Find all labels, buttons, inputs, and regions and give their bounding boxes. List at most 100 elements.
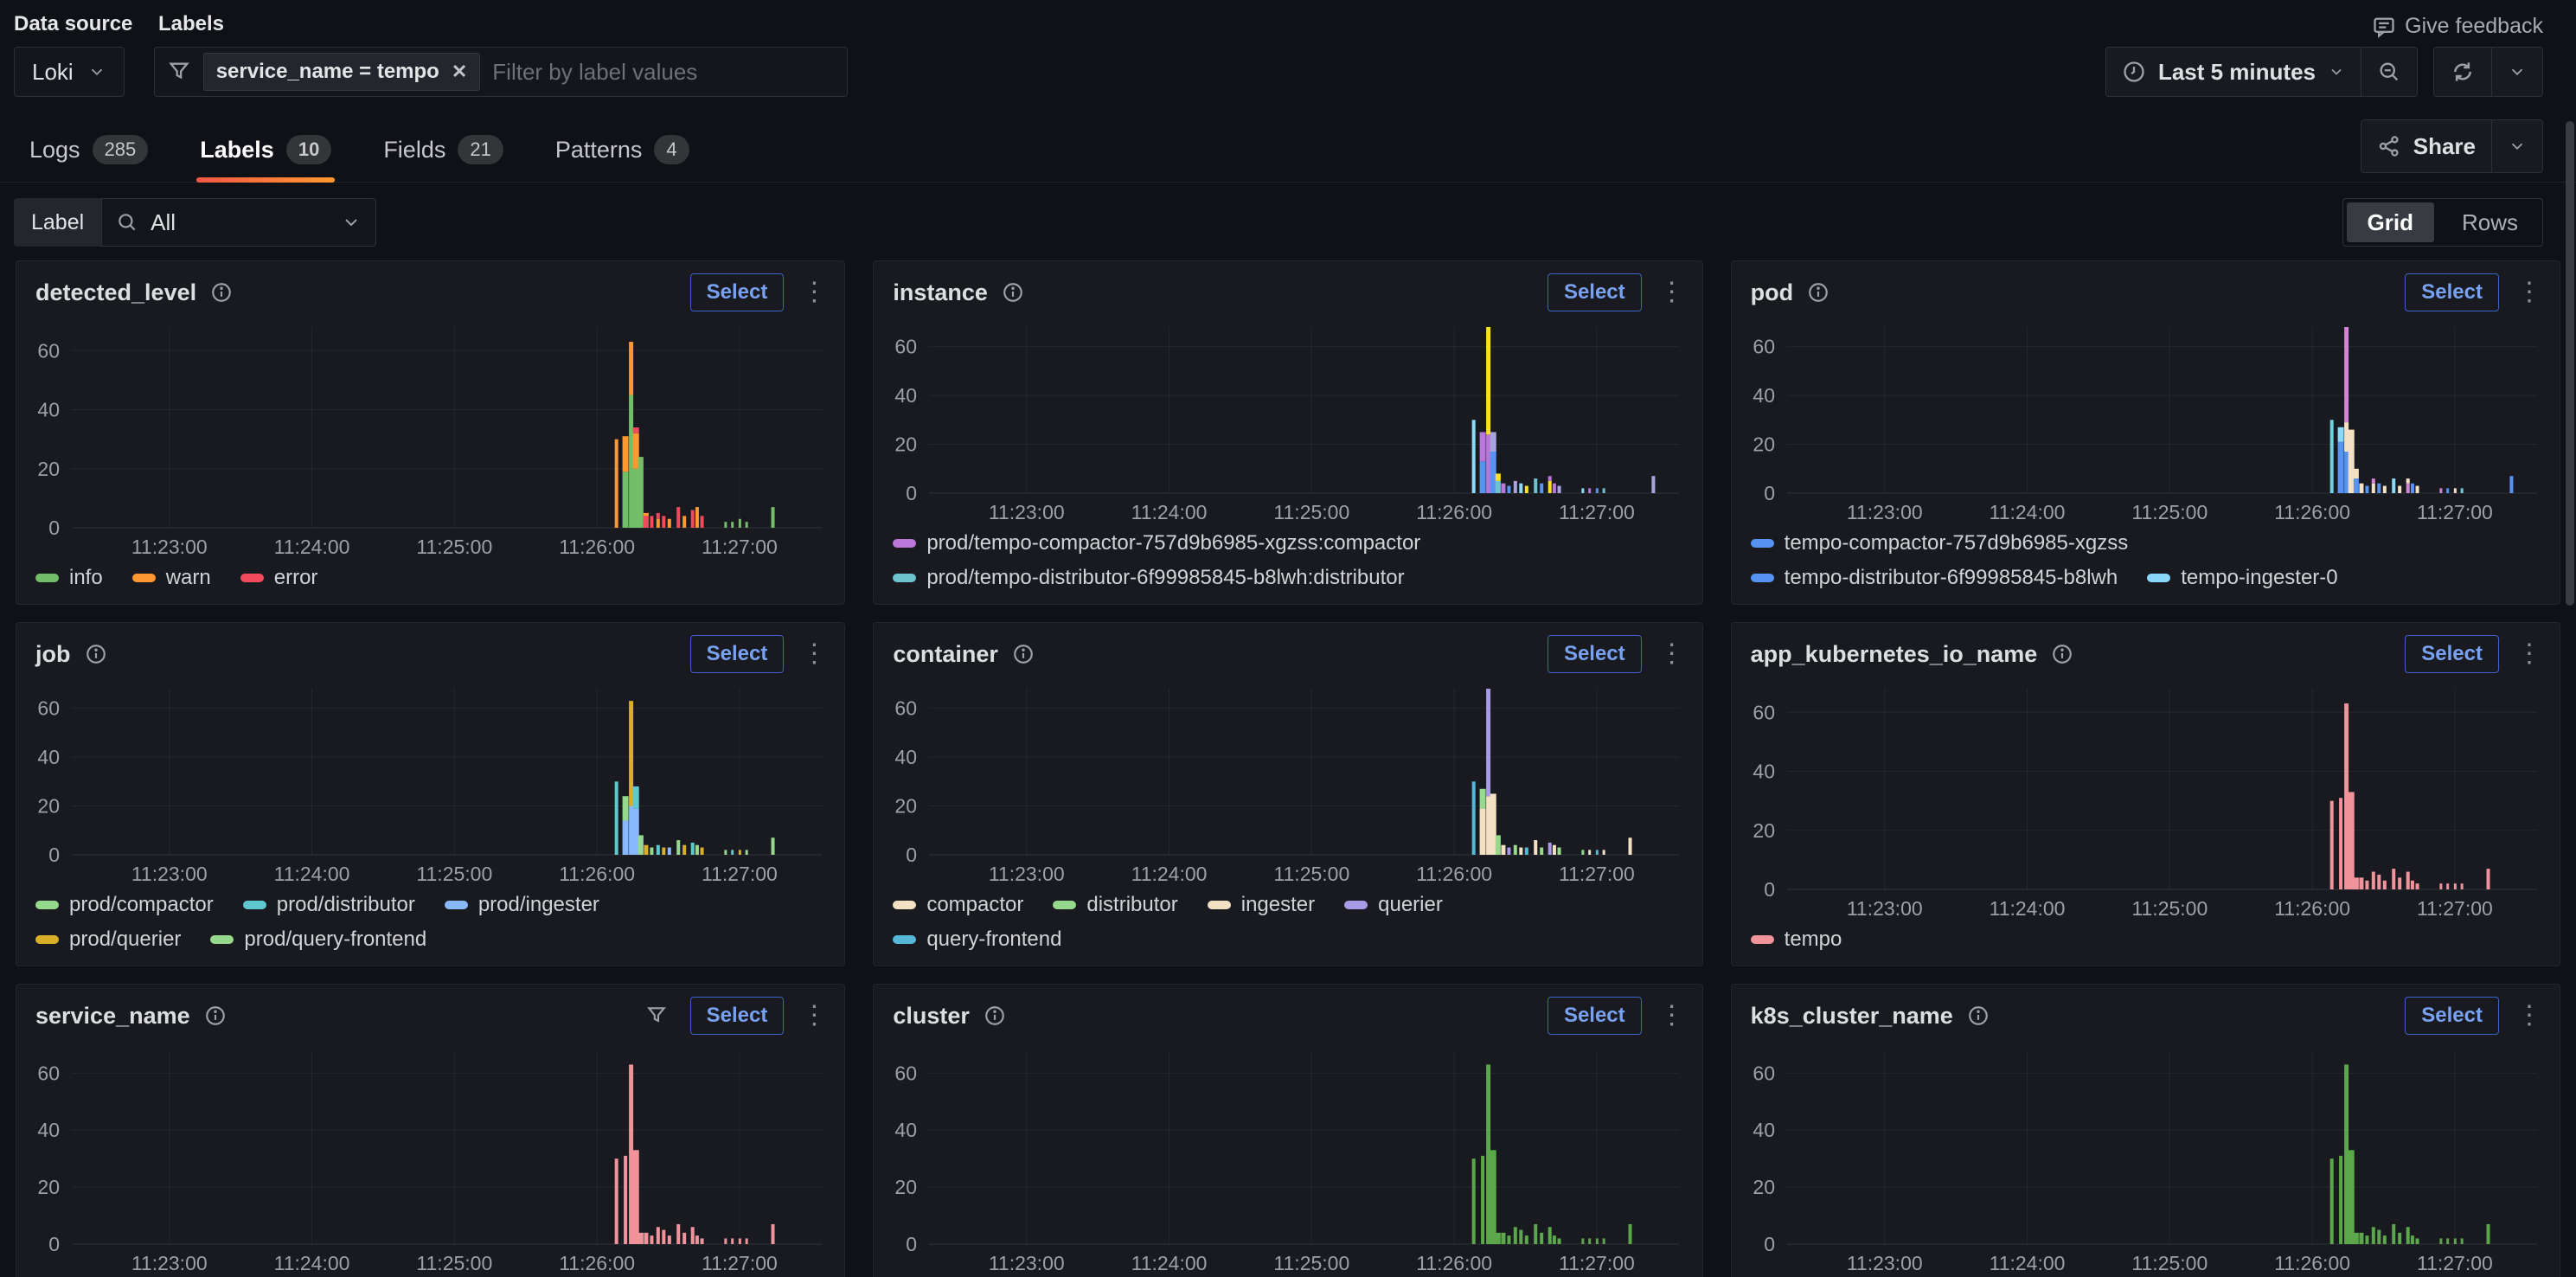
datasource-picker[interactable]: Loki [14,47,125,97]
legend-item[interactable]: warn [131,566,211,590]
select-button[interactable]: Select [1547,273,1642,311]
legend-swatch [131,574,156,582]
legend-item[interactable]: tempo-distributor-6f99985845-b8lwh [1750,566,2118,590]
legend-item[interactable]: error [240,566,318,590]
share-dropdown[interactable] [2492,120,2542,172]
legend-swatch [35,901,59,909]
info-icon[interactable] [1002,281,1024,304]
legend-swatch [1750,539,1774,548]
panel-menu-button[interactable]: ⋮ [1658,278,1685,306]
tab-count-badge: 21 [458,135,503,164]
svg-text:40: 40 [37,746,60,768]
legend-row: query-frontend [893,927,1682,952]
legend-item[interactable]: querier [1344,893,1443,917]
tab-patterns[interactable]: Patterns 4 [552,126,693,182]
select-button[interactable]: Select [2405,997,2499,1035]
view-toggle-rows[interactable]: Rows [2461,209,2518,235]
scrollbar-thumb[interactable] [2566,121,2574,606]
share-button[interactable]: Share [2361,120,2491,172]
time-range-picker[interactable]: Last 5 minutes [2106,48,2361,96]
info-icon[interactable] [1967,1004,1990,1027]
svg-text:11:24:00: 11:24:00 [1131,501,1208,523]
legend-label: tempo-ingester-0 [2181,566,2338,589]
filter-values-input[interactable]: Filter by label values [492,58,698,85]
chip-close-icon[interactable]: ✕ [451,61,468,82]
label-search-select[interactable]: All [101,198,377,247]
panel-menu-button[interactable]: ⋮ [2515,278,2542,306]
select-button[interactable]: Select [689,997,785,1035]
select-button[interactable]: Select [1547,997,1642,1035]
svg-text:11:23:00: 11:23:00 [1846,1252,1922,1274]
legend-swatch [1207,901,1231,909]
panel-menu-button[interactable]: ⋮ [2515,1001,2542,1030]
panel-menu-button[interactable]: ⋮ [801,278,828,306]
legend-item[interactable]: prod/querier [35,927,181,952]
select-button[interactable]: Select [2405,635,2499,673]
panel-menu-button[interactable]: ⋮ [801,639,828,668]
tab-labels[interactable]: Labels 10 [196,126,336,183]
select-button[interactable]: Select [2405,273,2499,311]
time-controls: Last 5 minutes [2105,47,2418,97]
svg-text:11:27:00: 11:27:00 [2417,501,2493,523]
info-icon[interactable] [1012,643,1035,665]
refresh-button[interactable] [2434,48,2491,96]
tab-logs[interactable]: Logs 285 [26,126,151,182]
refresh-controls [2433,47,2543,97]
legend-item[interactable]: prod/tempo-compactor-757d9b6985-xgzss:co… [893,531,1420,555]
svg-text:0: 0 [1764,878,1775,901]
svg-text:0: 0 [48,517,60,539]
svg-text:11:25:00: 11:25:00 [416,1252,492,1274]
filter-chip[interactable]: service_name = tempo ✕ [202,53,481,91]
select-button[interactable]: Select [689,635,785,673]
legend-item[interactable]: info [35,566,103,590]
panel-pod: pod Select ⋮ 11:23:00 11:24:00 11:25:00 11:26:… [1730,260,2560,605]
info-icon[interactable] [204,1004,227,1027]
panel-header: instance Select ⋮ [874,261,1701,317]
legend-label: error [273,566,318,589]
legend-item[interactable]: compactor [893,893,1023,917]
view-toggle-grid[interactable]: Grid [2346,202,2434,242]
select-button[interactable]: Select [1547,635,1642,673]
legend-item[interactable]: prod/tempo-distributor-6f99985845-b8lwh:… [893,566,1405,590]
info-icon[interactable] [984,1004,1006,1027]
legend-label: prod/compactor [69,893,214,916]
svg-text:60: 60 [37,1062,60,1084]
refresh-interval-dropdown[interactable] [2492,48,2542,96]
legend-label: prod/ingester [477,893,599,916]
zoom-out-button[interactable] [2361,48,2417,96]
info-icon[interactable] [85,643,107,665]
legend-label: querier [1378,893,1443,916]
legend-item[interactable]: tempo-compactor-757d9b6985-xgzss [1750,531,2128,555]
info-icon[interactable] [210,281,233,304]
legend-item[interactable]: prod/compactor [35,893,214,917]
legend-item[interactable]: tempo-ingester-0 [2147,566,2338,590]
panel-menu-button[interactable]: ⋮ [801,1001,828,1030]
legend-label: prod/tempo-distributor-6f99985845-b8lwh:… [926,566,1405,589]
legend-item[interactable]: query-frontend [893,927,1061,952]
svg-text:11:26:00: 11:26:00 [2274,897,2350,920]
bar-chart: 11:23:00 11:24:00 11:25:00 11:26:00 11:27:00… [23,318,834,562]
svg-text:11:27:00: 11:27:00 [702,1252,778,1274]
legend-item[interactable]: prod/ingester [444,893,599,917]
info-icon[interactable] [2051,643,2073,665]
legend-item[interactable]: prod/distributor [242,893,415,917]
info-icon[interactable] [1807,281,1829,304]
legend-item[interactable]: distributor [1053,893,1178,917]
select-button[interactable]: Select [689,273,785,311]
comment-icon [2372,15,2396,39]
panel-title: app_kubernetes_io_name [1750,640,2038,667]
give-feedback-link[interactable]: Give feedback [2372,14,2543,39]
svg-text:20: 20 [1753,1176,1775,1198]
legend-item[interactable]: tempo [1750,927,1842,952]
panel-menu-button[interactable]: ⋮ [2515,639,2542,668]
legend-item[interactable]: prod/query-frontend [210,927,426,952]
tab-fields[interactable]: Fields 21 [380,126,507,182]
panel-menu-button[interactable]: ⋮ [1658,1001,1685,1030]
legend-item[interactable]: ingester [1207,893,1315,917]
panel-header: container Select ⋮ [874,623,1701,678]
svg-text:11:24:00: 11:24:00 [1131,863,1208,885]
label-filter-bar[interactable]: service_name = tempo ✕ Filter by label v… [153,47,848,97]
panel-menu-button[interactable]: ⋮ [1658,639,1685,668]
svg-text:11:25:00: 11:25:00 [2131,501,2208,523]
svg-text:11:23:00: 11:23:00 [1846,897,1922,920]
